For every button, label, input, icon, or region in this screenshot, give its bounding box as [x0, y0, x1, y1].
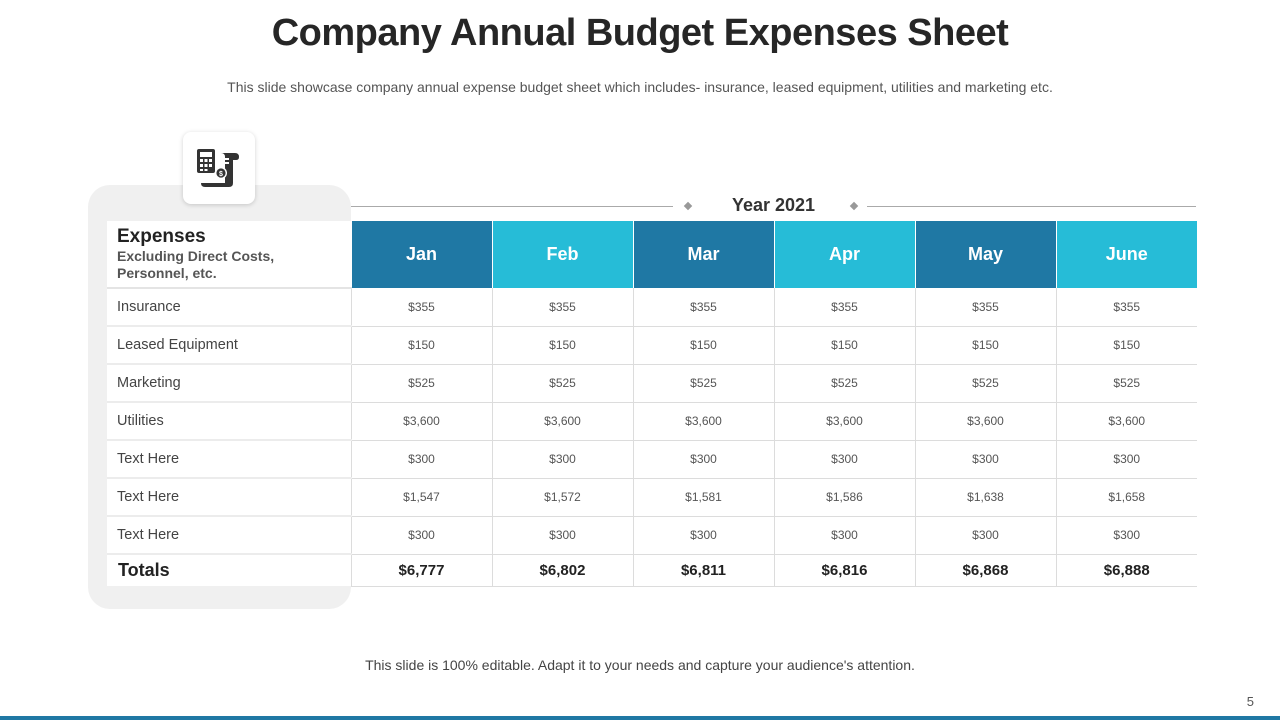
expenses-icon-box: $: [183, 132, 255, 204]
month-header-jan: Jan: [350, 221, 492, 288]
table-cell: $150: [914, 326, 1056, 365]
table-cell: $150: [491, 326, 633, 365]
calculator-bill-icon: $: [197, 149, 239, 187]
table-cell: $355: [491, 288, 633, 327]
page-title: Company Annual Budget Expenses Sheet: [271, 12, 1009, 54]
month-header-mar: Mar: [632, 221, 774, 288]
year-label: Year 2021: [731, 195, 816, 215]
table-cell: $3,600: [632, 402, 774, 441]
footer-note: This slide is 100% editable. Adapt it to…: [365, 657, 915, 673]
table-cell: $150: [1055, 326, 1197, 365]
table-row: Utilities $3,600 $3,600 $3,600 $3,600 $3…: [107, 402, 1197, 441]
year-line-left: [351, 206, 673, 207]
year-header: Year 2021: [351, 195, 1196, 219]
table-cell: $300: [1055, 516, 1197, 555]
table-cell: $525: [491, 364, 633, 403]
month-header-may: May: [914, 221, 1056, 288]
table-cell: $300: [350, 516, 492, 555]
expenses-table: Expenses Excluding Direct Costs, Personn…: [107, 221, 1197, 587]
table-cell: $355: [350, 288, 492, 327]
table-cell: $150: [773, 326, 915, 365]
table-cell: $3,600: [491, 402, 633, 441]
page-number: 5: [1246, 694, 1254, 709]
table-cell: $3,600: [1055, 402, 1197, 441]
total-cell: $6,868: [914, 554, 1056, 587]
table-cell: $1,581: [632, 478, 774, 517]
table-cell: $300: [773, 440, 915, 479]
total-cell: $6,816: [773, 554, 915, 587]
page-subtitle: This slide showcase company annual expen…: [227, 79, 1053, 95]
expenses-header-title: Expenses: [117, 226, 206, 247]
table-cell: $300: [914, 440, 1056, 479]
expenses-header-cell: Expenses Excluding Direct Costs, Personn…: [107, 221, 351, 289]
month-header-apr: Apr: [773, 221, 915, 288]
table-cell: $355: [773, 288, 915, 327]
table-cell: $525: [773, 364, 915, 403]
table-cell: $1,638: [914, 478, 1056, 517]
table-cell: $1,658: [1055, 478, 1197, 517]
table-cell: $3,600: [350, 402, 492, 441]
table-row: Insurance $355 $355 $355 $355 $355 $355: [107, 288, 1197, 327]
table-cell: $1,586: [773, 478, 915, 517]
table-cell: $300: [914, 516, 1056, 555]
row-label: Text Here: [107, 478, 351, 517]
expenses-header-subtitle: Excluding Direct Costs, Personnel, etc.: [117, 248, 275, 281]
year-line-right: [867, 206, 1196, 207]
row-label: Text Here: [107, 516, 351, 555]
table-cell: $1,572: [491, 478, 633, 517]
row-label: Utilities: [107, 402, 351, 441]
month-header-feb: Feb: [491, 221, 633, 288]
month-header-june: June: [1055, 221, 1197, 288]
table-row: Text Here $300 $300 $300 $300 $300 $300: [107, 516, 1197, 555]
table-cell: $300: [773, 516, 915, 555]
table-cell: $300: [1055, 440, 1197, 479]
total-cell: $6,777: [350, 554, 492, 587]
table-header-row: Expenses Excluding Direct Costs, Personn…: [107, 221, 1197, 289]
table-cell: $300: [632, 440, 774, 479]
table-row: Text Here $1,547 $1,572 $1,581 $1,586 $1…: [107, 478, 1197, 517]
table-cell: $300: [632, 516, 774, 555]
table-cell: $355: [632, 288, 774, 327]
table-cell: $300: [491, 440, 633, 479]
table-cell: $3,600: [773, 402, 915, 441]
row-label: Marketing: [107, 364, 351, 403]
table-cell: $525: [1055, 364, 1197, 403]
table-cell: $355: [914, 288, 1056, 327]
table-cell: $525: [350, 364, 492, 403]
table-row: Marketing $525 $525 $525 $525 $525 $525: [107, 364, 1197, 403]
table-cell: $525: [632, 364, 774, 403]
total-cell: $6,811: [632, 554, 774, 587]
totals-label: Totals: [107, 554, 351, 586]
table-cell: $525: [914, 364, 1056, 403]
row-label: Insurance: [107, 288, 351, 327]
bottom-accent-bar: [0, 716, 1280, 720]
table-cell: $3,600: [914, 402, 1056, 441]
table-cell: $300: [350, 440, 492, 479]
table-cell: $300: [491, 516, 633, 555]
table-cell: $1,547: [350, 478, 492, 517]
table-cell: $150: [632, 326, 774, 365]
table-cell: $355: [1055, 288, 1197, 327]
row-label: Leased Equipment: [107, 326, 351, 365]
table-cell: $150: [350, 326, 492, 365]
table-row: Text Here $300 $300 $300 $300 $300 $300: [107, 440, 1197, 479]
total-cell: $6,888: [1055, 554, 1197, 587]
row-label: Text Here: [107, 440, 351, 479]
totals-row: Totals $6,777 $6,802 $6,811 $6,816 $6,86…: [107, 554, 1197, 587]
svg-text:$: $: [219, 171, 223, 178]
table-row: Leased Equipment $150 $150 $150 $150 $15…: [107, 326, 1197, 365]
total-cell: $6,802: [491, 554, 633, 587]
